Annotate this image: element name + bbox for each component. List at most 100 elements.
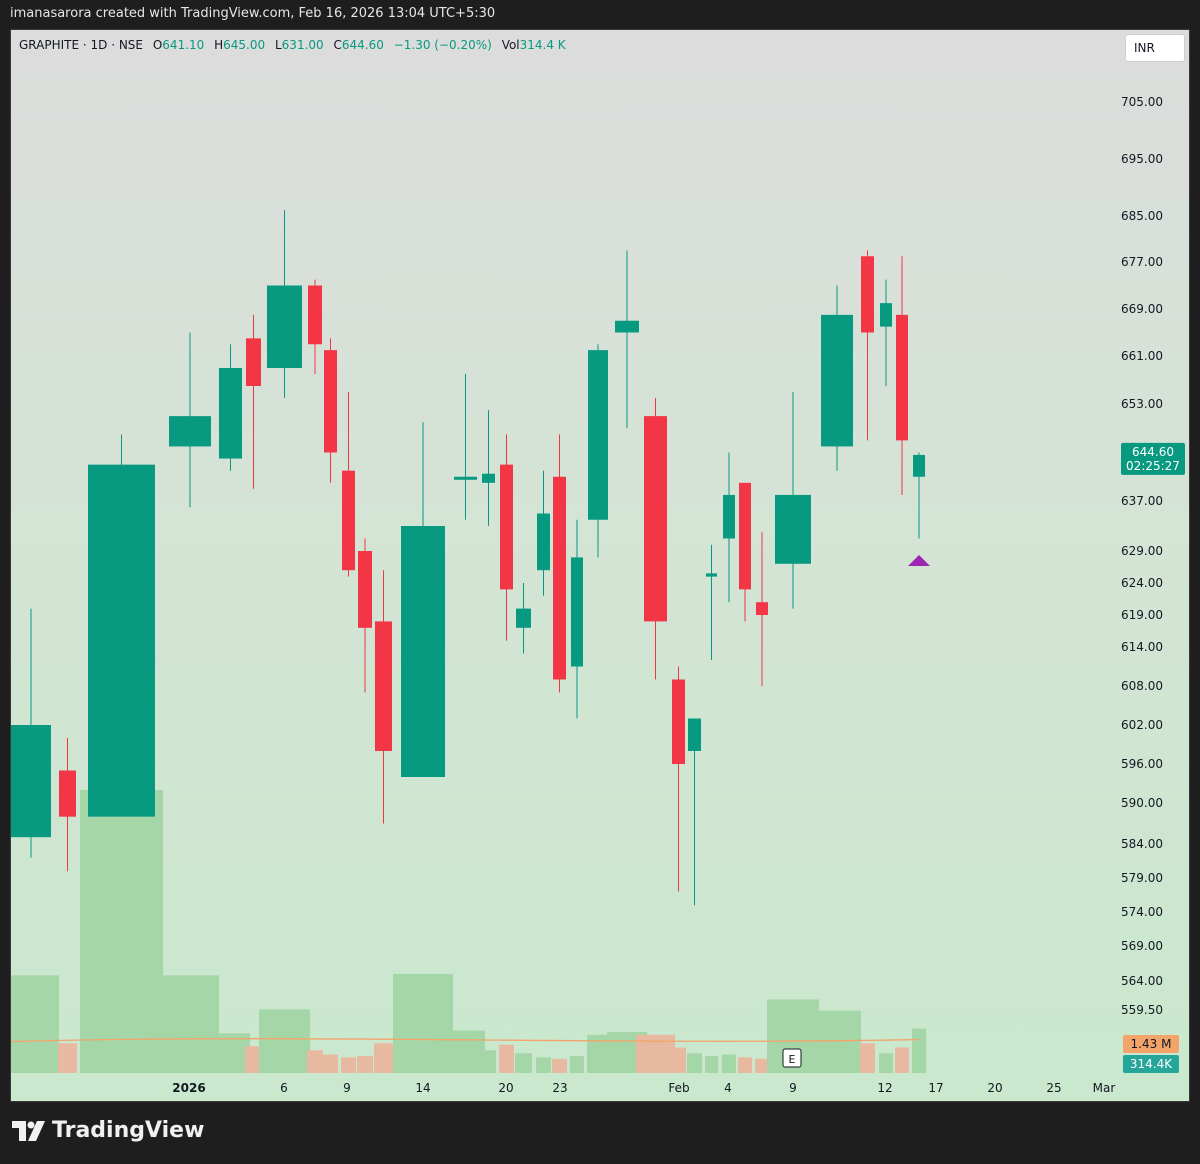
x-axis-label: 20 [987,1081,1002,1095]
candle-body[interactable] [358,551,372,628]
x-axis-label: 2026 [172,1081,205,1095]
y-tick-label: 669.00 [1121,302,1163,316]
y-tick-label: 705.00 [1121,95,1163,109]
x-axis-label: 17 [928,1081,943,1095]
candle-body[interactable] [688,718,701,752]
candle-body[interactable] [756,602,768,615]
candle-body[interactable] [308,285,322,345]
y-tick-label: 677.00 [1121,255,1163,269]
candle-body[interactable] [739,482,751,590]
y-tick-label: 637.00 [1121,494,1163,508]
volume-bar [705,1056,718,1073]
candle-body[interactable] [219,368,242,459]
volume-bar [570,1056,584,1073]
candle-body[interactable] [896,314,908,441]
candle-body[interactable] [88,464,155,817]
y-tick-label: 559.50 [1121,1003,1163,1017]
legend-low: 631.00 [281,38,324,52]
price-badge-value: 644.60 [1132,445,1174,459]
y-tick-label: 569.00 [1121,939,1163,953]
y-tick-label: 596.00 [1121,757,1163,771]
candle-body[interactable] [644,416,667,622]
volume-bar [161,975,219,1073]
volume-bar [687,1053,702,1073]
candle-body[interactable] [615,320,639,333]
volume-bar [481,1050,496,1073]
candle-body[interactable] [861,256,874,333]
legend-close: 644.60 [341,38,384,52]
y-tick-label: 619.00 [1121,608,1163,622]
volume-bar [341,1057,356,1073]
x-axis-label: 20 [498,1081,513,1095]
volume-ma-line [11,1038,920,1043]
volume-ma-badge-label: 1.43 M [1131,1037,1172,1051]
tradingview-logo-icon [12,1120,45,1141]
candle-body[interactable] [706,573,717,577]
candle-body[interactable] [821,314,853,447]
volume-bar [912,1028,926,1073]
candle-body[interactable] [571,557,583,667]
volume-bar [671,1047,686,1073]
candle-body[interactable] [267,285,302,369]
volume-bar [211,1033,250,1073]
y-tick-label: 590.00 [1121,796,1163,810]
volume-bar [879,1053,893,1073]
volume-bar [446,1030,485,1073]
candle-body[interactable] [324,350,337,453]
volume-bar [307,1050,323,1073]
tradingview-brand[interactable]: TradingView [12,1118,204,1143]
price-badge [1121,442,1185,475]
candle-body[interactable] [401,526,445,777]
candle-body[interactable] [246,338,261,386]
candle-body[interactable] [482,473,495,483]
candle-body[interactable] [11,725,51,838]
candle-body[interactable] [775,494,811,564]
candle-body[interactable] [913,454,925,477]
candle-body[interactable] [723,494,735,539]
y-tick-label: 624.00 [1121,576,1163,590]
x-axis-label: 9 [343,1081,351,1095]
candle-body[interactable] [59,770,76,817]
x-axis-label: 23 [552,1081,567,1095]
currency-button[interactable]: INR [1125,34,1185,62]
volume-bar [58,1043,77,1073]
chart-svg[interactable]: 705.00 695.00 685.00 677.00 669.00 661.00 653.… [11,30,1189,1101]
candle-body[interactable] [588,350,608,520]
candle-body[interactable] [516,608,531,628]
volume-ma-badge [1123,1035,1179,1053]
candle-body[interactable] [537,513,550,571]
x-axis-label: Feb [668,1081,689,1095]
y-tick-label: 574.00 [1121,905,1163,919]
volume-bar [323,1054,338,1073]
legend-o-label: O [152,38,163,52]
candle-body[interactable] [500,464,513,590]
volume-bar [259,1009,310,1073]
y-tick-label: 629.00 [1121,544,1163,558]
candle-body[interactable] [553,476,566,680]
earnings-marker-box[interactable] [782,1048,802,1068]
y-tick-label: 614.00 [1121,640,1163,654]
y-tick-label: 602.00 [1121,718,1163,732]
volume-bar [374,1043,393,1073]
volume-bar [738,1057,752,1073]
volume-bar [11,975,59,1073]
x-axis-label: 9 [789,1081,797,1095]
volume-bar [357,1056,373,1073]
candle-body[interactable] [672,679,685,765]
legend-volume: 314.4 K [519,38,566,52]
chart-frame[interactable]: 705.00 695.00 685.00 677.00 669.00 661.00 653.… [10,29,1190,1102]
x-axis-label: 25 [1046,1081,1061,1095]
volume-bar [895,1047,909,1073]
candle-body[interactable] [454,476,477,480]
volume-bar [813,1010,861,1073]
y-tick-label: 661.00 [1121,349,1163,363]
candle-body[interactable] [880,303,892,327]
legend-c-label: C [333,38,342,52]
volume-bar [860,1043,875,1073]
legend: GRAPHITE · 1D · NSE O641.10 H645.00 L631… [19,38,566,52]
candle-body[interactable] [375,621,392,751]
legend-h-label: H [214,38,224,52]
x-axis-label: 14 [415,1081,430,1095]
candle-body[interactable] [342,470,355,571]
candle-body[interactable] [169,416,211,447]
